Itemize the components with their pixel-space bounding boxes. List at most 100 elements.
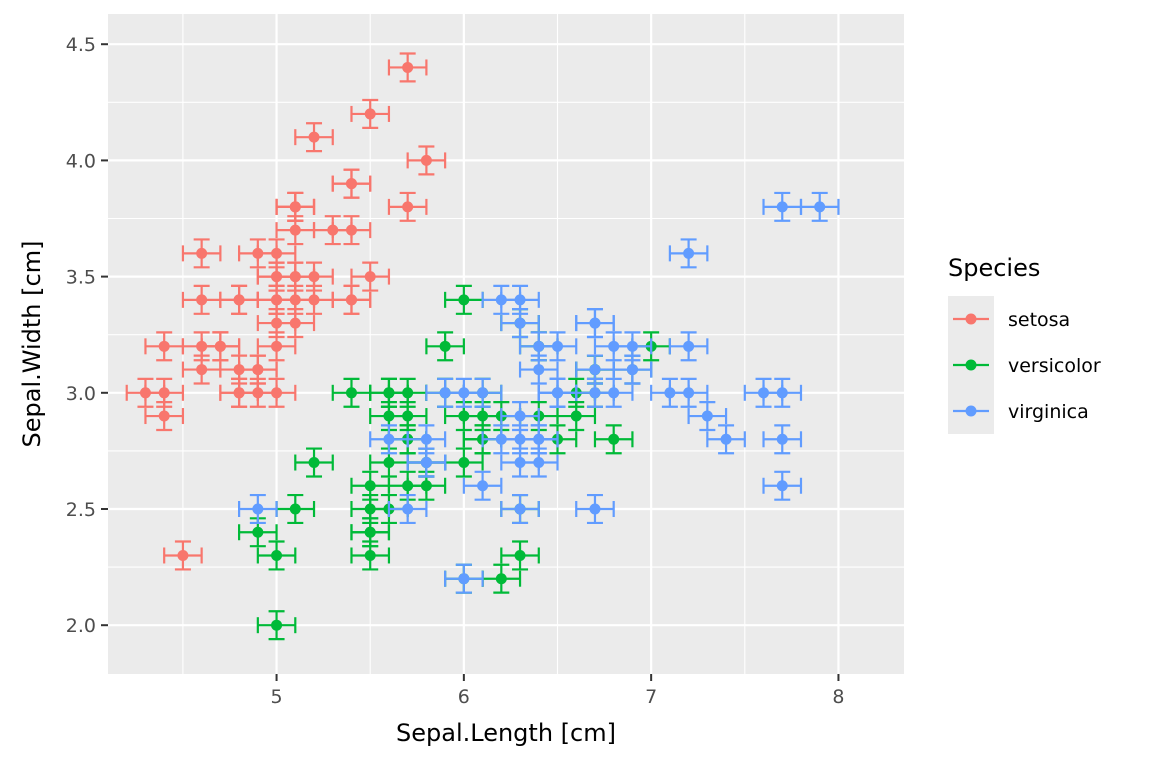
- point-marker: [420, 480, 432, 492]
- point-marker: [720, 433, 732, 445]
- data-point: [312, 215, 353, 246]
- point-marker: [533, 364, 545, 376]
- point-marker: [364, 108, 376, 120]
- series-setosa: [125, 52, 447, 571]
- legend-title: Species: [948, 254, 1040, 282]
- data-point: [294, 122, 334, 153]
- data-point: [387, 493, 428, 525]
- point-marker: [477, 480, 489, 492]
- point-marker: [514, 549, 526, 561]
- point-marker: [533, 340, 545, 352]
- point-marker: [271, 340, 283, 352]
- data-point: [387, 191, 428, 222]
- data-point: [762, 377, 803, 408]
- point-marker: [196, 364, 208, 376]
- legend: Species setosa versicolor virginica: [948, 254, 1101, 434]
- x-tick-label: 8: [832, 686, 844, 708]
- point-marker: [458, 573, 470, 585]
- data-point: [444, 563, 484, 594]
- point-marker: [514, 433, 526, 445]
- point-marker: [570, 410, 582, 422]
- point-marker: [402, 387, 414, 399]
- data-point: [593, 424, 634, 455]
- data-point: [537, 377, 578, 408]
- data-point: [500, 308, 540, 339]
- point-marker: [364, 549, 376, 561]
- x-axis: 5 6 7 8: [271, 674, 844, 708]
- data-point: [331, 168, 372, 199]
- point-marker: [196, 294, 208, 306]
- data-point: [462, 470, 503, 501]
- point-marker: [271, 387, 283, 399]
- data-point: [256, 610, 297, 641]
- point-marker: [327, 224, 339, 236]
- data-point: [406, 447, 447, 478]
- point-marker: [495, 573, 507, 585]
- data-point: [238, 238, 278, 269]
- data-point: [406, 470, 447, 501]
- y-axis: 2.0 2.5 3.0 3.5 4.0 4.5: [66, 34, 108, 637]
- data-point: [219, 377, 259, 408]
- point-marker: [289, 294, 301, 306]
- point-marker: [814, 201, 826, 213]
- x-tick-label: 7: [645, 686, 657, 708]
- y-tick-label: 2.5: [66, 499, 96, 521]
- point-marker: [402, 201, 414, 213]
- data-point: [256, 308, 297, 339]
- point-marker: [683, 387, 695, 399]
- data-point: [575, 493, 615, 525]
- point-marker: [420, 457, 432, 469]
- y-tick-label: 4.5: [66, 34, 96, 56]
- x-tick-label: 5: [271, 686, 283, 708]
- point-marker: [252, 364, 264, 376]
- point-marker: [271, 549, 283, 561]
- legend-key-point: [965, 313, 977, 325]
- y-tick-label: 3.5: [66, 267, 96, 289]
- y-tick-label: 3.0: [66, 383, 96, 405]
- data-point: [518, 354, 559, 385]
- x-tick-label: 6: [458, 686, 470, 708]
- data-point: [500, 540, 540, 571]
- point-marker: [252, 503, 264, 515]
- plot-panel: [108, 14, 904, 674]
- data-point: [799, 191, 840, 222]
- point-marker: [776, 387, 788, 399]
- data-point: [668, 331, 709, 362]
- legend-item-virginica: virginica: [948, 388, 1089, 434]
- point-marker: [514, 410, 526, 422]
- legend-label: setosa: [1008, 309, 1070, 331]
- data-point: [256, 540, 297, 571]
- point-marker: [252, 247, 264, 259]
- point-marker: [233, 294, 245, 306]
- point-marker: [552, 387, 564, 399]
- point-marker: [271, 317, 283, 329]
- point-marker: [495, 294, 507, 306]
- data-point: [275, 191, 316, 222]
- data-point: [500, 493, 540, 525]
- point-marker: [158, 340, 170, 352]
- data-point: [668, 377, 709, 408]
- point-marker: [701, 410, 713, 422]
- point-marker: [420, 154, 432, 166]
- data-point: [593, 331, 634, 362]
- point-marker: [271, 619, 283, 631]
- data-point: [238, 354, 278, 385]
- data-points: [125, 52, 840, 641]
- point-marker: [420, 433, 432, 445]
- data-point: [275, 284, 316, 315]
- point-marker: [589, 317, 601, 329]
- y-axis-title: Sepal.Width [cm]: [18, 241, 46, 448]
- data-point: [406, 145, 447, 176]
- data-point: [144, 377, 185, 408]
- point-marker: [589, 387, 601, 399]
- point-marker: [289, 224, 301, 236]
- data-point: [444, 400, 484, 432]
- point-marker: [364, 503, 376, 515]
- legend-item-setosa: setosa: [948, 296, 1070, 342]
- point-marker: [589, 503, 601, 515]
- point-marker: [345, 294, 357, 306]
- data-point: [762, 470, 803, 501]
- data-point: [425, 331, 465, 362]
- data-point: [181, 238, 222, 269]
